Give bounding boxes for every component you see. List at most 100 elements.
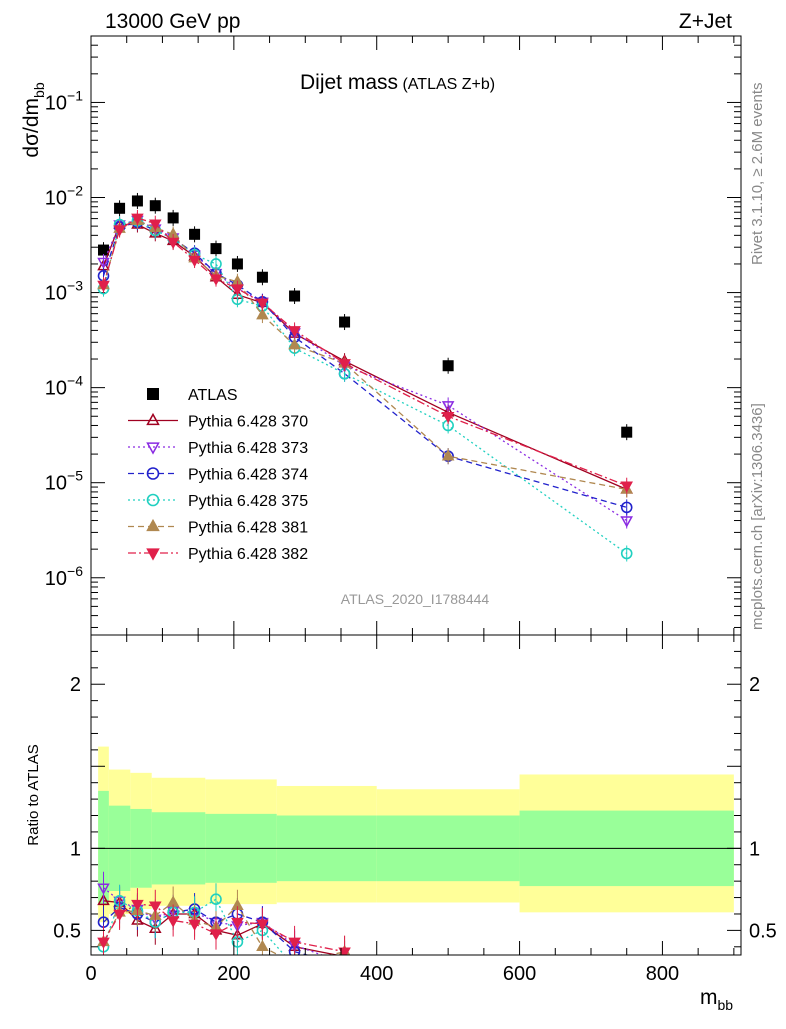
series-p374: [97, 214, 633, 516]
data-point: [98, 244, 109, 256]
series-line-p381: [102, 219, 627, 491]
ratio-y-tick-label: 1: [70, 838, 81, 860]
data-point: [289, 290, 301, 302]
data-point: [441, 401, 455, 413]
data-point: [441, 412, 455, 424]
ratio-point: [338, 947, 351, 955]
watermark: ATLAS_2020_I1788444: [341, 591, 490, 607]
ratio-point: [340, 961, 350, 971]
legend-label: Pythia 6.428 382: [188, 546, 308, 563]
data-point: [167, 212, 179, 224]
ratio-point: [256, 939, 269, 952]
legend: ATLAS Pythia 6.428 370 Pythia 6.428 373 Pyt…: [128, 387, 308, 563]
ratio-point: [131, 899, 144, 912]
ratio-plot-frame: [90, 634, 742, 956]
main-x-ticks: [90, 36, 735, 635]
legend-label: Pythia 6.428 375: [188, 493, 308, 510]
ratio-point: [97, 883, 110, 895]
chart-title: Dijet mass (ATLAS Z+b): [300, 71, 495, 94]
series-p375: [97, 212, 633, 562]
data-point: [131, 213, 144, 225]
uncertainty-band-inner: [98, 790, 109, 905]
ratio-x-axis: 0 200 400 600 800: [85, 635, 735, 985]
data-point: [620, 501, 633, 514]
data-point: [256, 308, 269, 320]
y-tick-label: 10−4: [45, 373, 83, 400]
x-tick-label: 400: [360, 963, 393, 985]
ratio-point: [97, 937, 110, 949]
x-tick-label: 600: [503, 963, 536, 985]
ratio-y-tick-label: 0.5: [53, 920, 81, 942]
series-line-p370: [102, 223, 627, 490]
data-point: [339, 316, 351, 328]
ratio-point: [340, 960, 350, 970]
data-point: [441, 449, 455, 461]
data-point: [189, 228, 201, 240]
ratio-y-tick-label: 2: [70, 674, 81, 696]
ratio-y-label: Ratio to ATLAS: [25, 744, 42, 845]
data-point: [288, 326, 301, 338]
data-point: [231, 258, 243, 270]
data-point: [114, 202, 126, 214]
ratio-point: [188, 919, 201, 931]
ratio-content: [91, 746, 741, 971]
main-plot: 10−6 10−5 10−4 10−3 10−2 10−1dσ/dmbb Dijet mas…: [20, 35, 742, 636]
ratio-plot: 0.5 0.5 1 1 2 2 0 200 400 600 800 Ratio to ATLAS mbb: [25, 634, 777, 1013]
y-tick-label: 10−5: [45, 468, 83, 495]
ratio-point: [340, 960, 350, 969]
data-point: [256, 271, 268, 283]
data-point: [338, 359, 351, 371]
data-point: [97, 280, 110, 293]
legend-marker: [147, 388, 159, 400]
series-p370: [97, 216, 633, 498]
data-point: [621, 426, 633, 438]
header-left: 13000 GeV pp: [105, 10, 240, 33]
series-line-p382: [102, 217, 627, 487]
data-point: [620, 547, 633, 560]
legend-label: Pythia 6.428 373: [188, 440, 308, 457]
ratio-point: [231, 917, 244, 930]
ratio-point: [149, 901, 162, 913]
ratio-series-p382: [97, 888, 351, 955]
series-p381: [97, 212, 633, 498]
data-point: [256, 298, 269, 310]
data-point: [149, 219, 162, 231]
ratio-point: [256, 919, 269, 931]
ratio-y-tick-label-right: 2: [749, 674, 760, 696]
x-tick-label: 0: [85, 963, 96, 985]
legend-marker: [146, 442, 160, 455]
y-tick-label: 10−1: [45, 87, 83, 114]
ratio-y-axis: 0.5 0.5 1 1 2 2: [53, 650, 777, 948]
legend-marker: [146, 467, 160, 480]
series-p373: [97, 212, 633, 529]
data-point: [149, 200, 161, 212]
y-tick-label: 10−6: [45, 563, 83, 590]
legend-label: Pythia 6.428 374: [188, 467, 308, 484]
data-point: [288, 338, 301, 350]
main-y-axis: 10−6 10−5 10−4 10−3 10−2 10−1: [45, 35, 741, 628]
ratio-point: [290, 958, 300, 967]
ratio-point: [113, 909, 126, 922]
main-y-label: dσ/dmbb: [20, 82, 47, 157]
data-point: [442, 360, 454, 372]
x-axis-label: mbb: [700, 986, 733, 1013]
ratio-point: [288, 937, 301, 949]
series-p382: [97, 209, 633, 494]
header-right: Z+Jet: [679, 10, 732, 33]
data-point: [620, 481, 633, 493]
y-tick-label: 10−2: [45, 183, 83, 210]
ratio-y-tick-label-right: 1: [749, 838, 760, 860]
legend-label: Pythia 6.428 381: [188, 520, 308, 537]
side-label-bottom: mcplots.cern.ch [arXiv:1306.3436]: [749, 403, 766, 630]
data-point: [166, 237, 180, 250]
data-point: [131, 195, 143, 207]
y-tick-label: 10−3: [45, 278, 83, 305]
data-point: [620, 516, 633, 528]
series-ATLAS: [98, 192, 633, 441]
side-label-top: Rivet 3.1.10, ≥ 2.6M events: [749, 83, 766, 266]
data-point: [188, 255, 201, 268]
ratio-point: [166, 916, 180, 928]
ratio-point: [209, 929, 223, 941]
series-line-p373: [102, 219, 628, 522]
